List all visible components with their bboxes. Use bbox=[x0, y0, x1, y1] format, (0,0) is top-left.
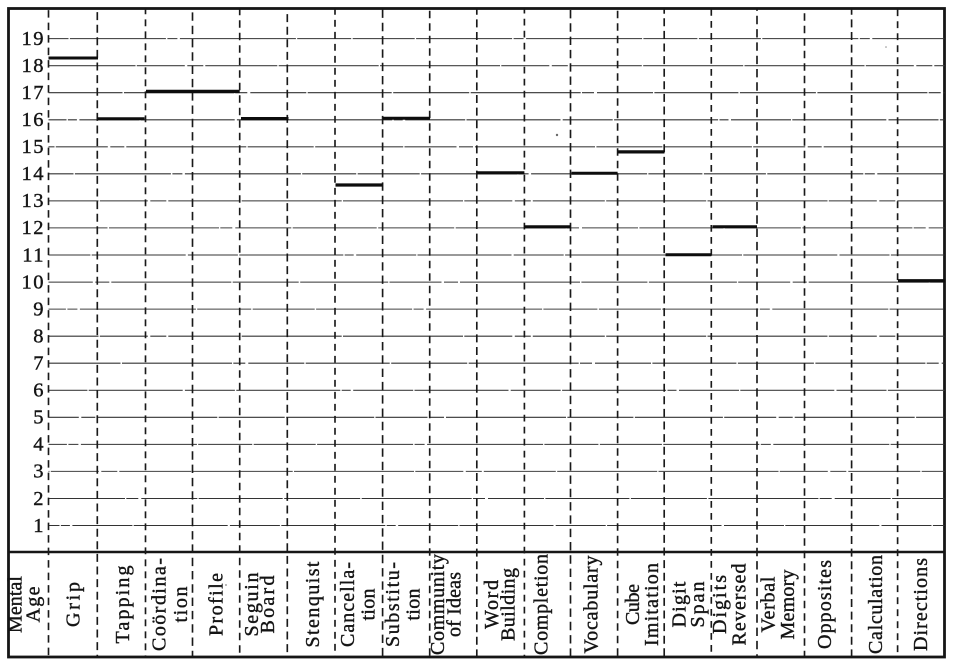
svg-text:Span: Span bbox=[687, 582, 709, 628]
svg-text:14: 14 bbox=[22, 163, 46, 185]
svg-text:3: 3 bbox=[33, 461, 45, 483]
svg-text:11: 11 bbox=[22, 244, 45, 266]
svg-text:Verbal: Verbal bbox=[758, 576, 780, 632]
svg-text:4: 4 bbox=[33, 434, 45, 456]
svg-text:Opposites: Opposites bbox=[814, 560, 836, 649]
svg-text:1: 1 bbox=[33, 515, 45, 537]
svg-text:Board: Board bbox=[257, 576, 279, 634]
svg-text:8: 8 bbox=[33, 326, 45, 348]
svg-text:17: 17 bbox=[22, 82, 46, 104]
svg-text:6: 6 bbox=[33, 380, 45, 402]
svg-text:Grip: Grip bbox=[62, 582, 84, 627]
svg-text:Vocabulary: Vocabulary bbox=[581, 556, 603, 654]
svg-text:Directions: Directions bbox=[910, 558, 932, 651]
svg-text:5: 5 bbox=[33, 407, 45, 429]
svg-text:Reversed: Reversed bbox=[728, 564, 750, 646]
svg-text:Calculation: Calculation bbox=[865, 555, 887, 654]
svg-text:tion: tion bbox=[170, 587, 192, 623]
svg-text:Mental: Mental bbox=[5, 576, 27, 633]
svg-text:Cube: Cube bbox=[622, 584, 644, 625]
svg-text:Coördina-: Coördina- bbox=[149, 558, 171, 651]
svg-text:Stenquist: Stenquist bbox=[302, 561, 324, 647]
svg-text:Cancella-: Cancella- bbox=[337, 562, 359, 647]
svg-text:16: 16 bbox=[22, 109, 46, 131]
svg-text:tion: tion bbox=[357, 589, 379, 621]
svg-text:Building: Building bbox=[498, 568, 520, 641]
svg-text:18: 18 bbox=[22, 55, 46, 77]
svg-text:Age: Age bbox=[22, 586, 44, 622]
svg-text:Digit: Digit bbox=[668, 581, 690, 627]
svg-text:9: 9 bbox=[33, 298, 45, 320]
svg-text:of Ideas: of Ideas bbox=[443, 572, 465, 637]
svg-text:Imitation: Imitation bbox=[641, 563, 663, 646]
svg-text:13: 13 bbox=[22, 190, 46, 212]
svg-text:Substitu-: Substitu- bbox=[382, 562, 404, 647]
svg-text:19: 19 bbox=[22, 28, 46, 50]
svg-text:Word: Word bbox=[481, 580, 503, 629]
svg-text:2: 2 bbox=[33, 488, 45, 510]
svg-text:Memory: Memory bbox=[777, 570, 799, 640]
svg-text:Tapping: Tapping bbox=[112, 566, 134, 644]
svg-text:7: 7 bbox=[33, 353, 45, 375]
svg-text:15: 15 bbox=[22, 136, 46, 158]
svg-text:10: 10 bbox=[22, 271, 46, 293]
svg-text:tion: tion bbox=[403, 589, 425, 621]
svg-text:Seguin: Seguin bbox=[241, 573, 263, 637]
svg-text:Completion: Completion bbox=[531, 554, 553, 655]
svg-text:Community: Community bbox=[427, 554, 449, 655]
svg-text:12: 12 bbox=[22, 217, 46, 239]
svg-text:Profile: Profile bbox=[205, 573, 227, 636]
